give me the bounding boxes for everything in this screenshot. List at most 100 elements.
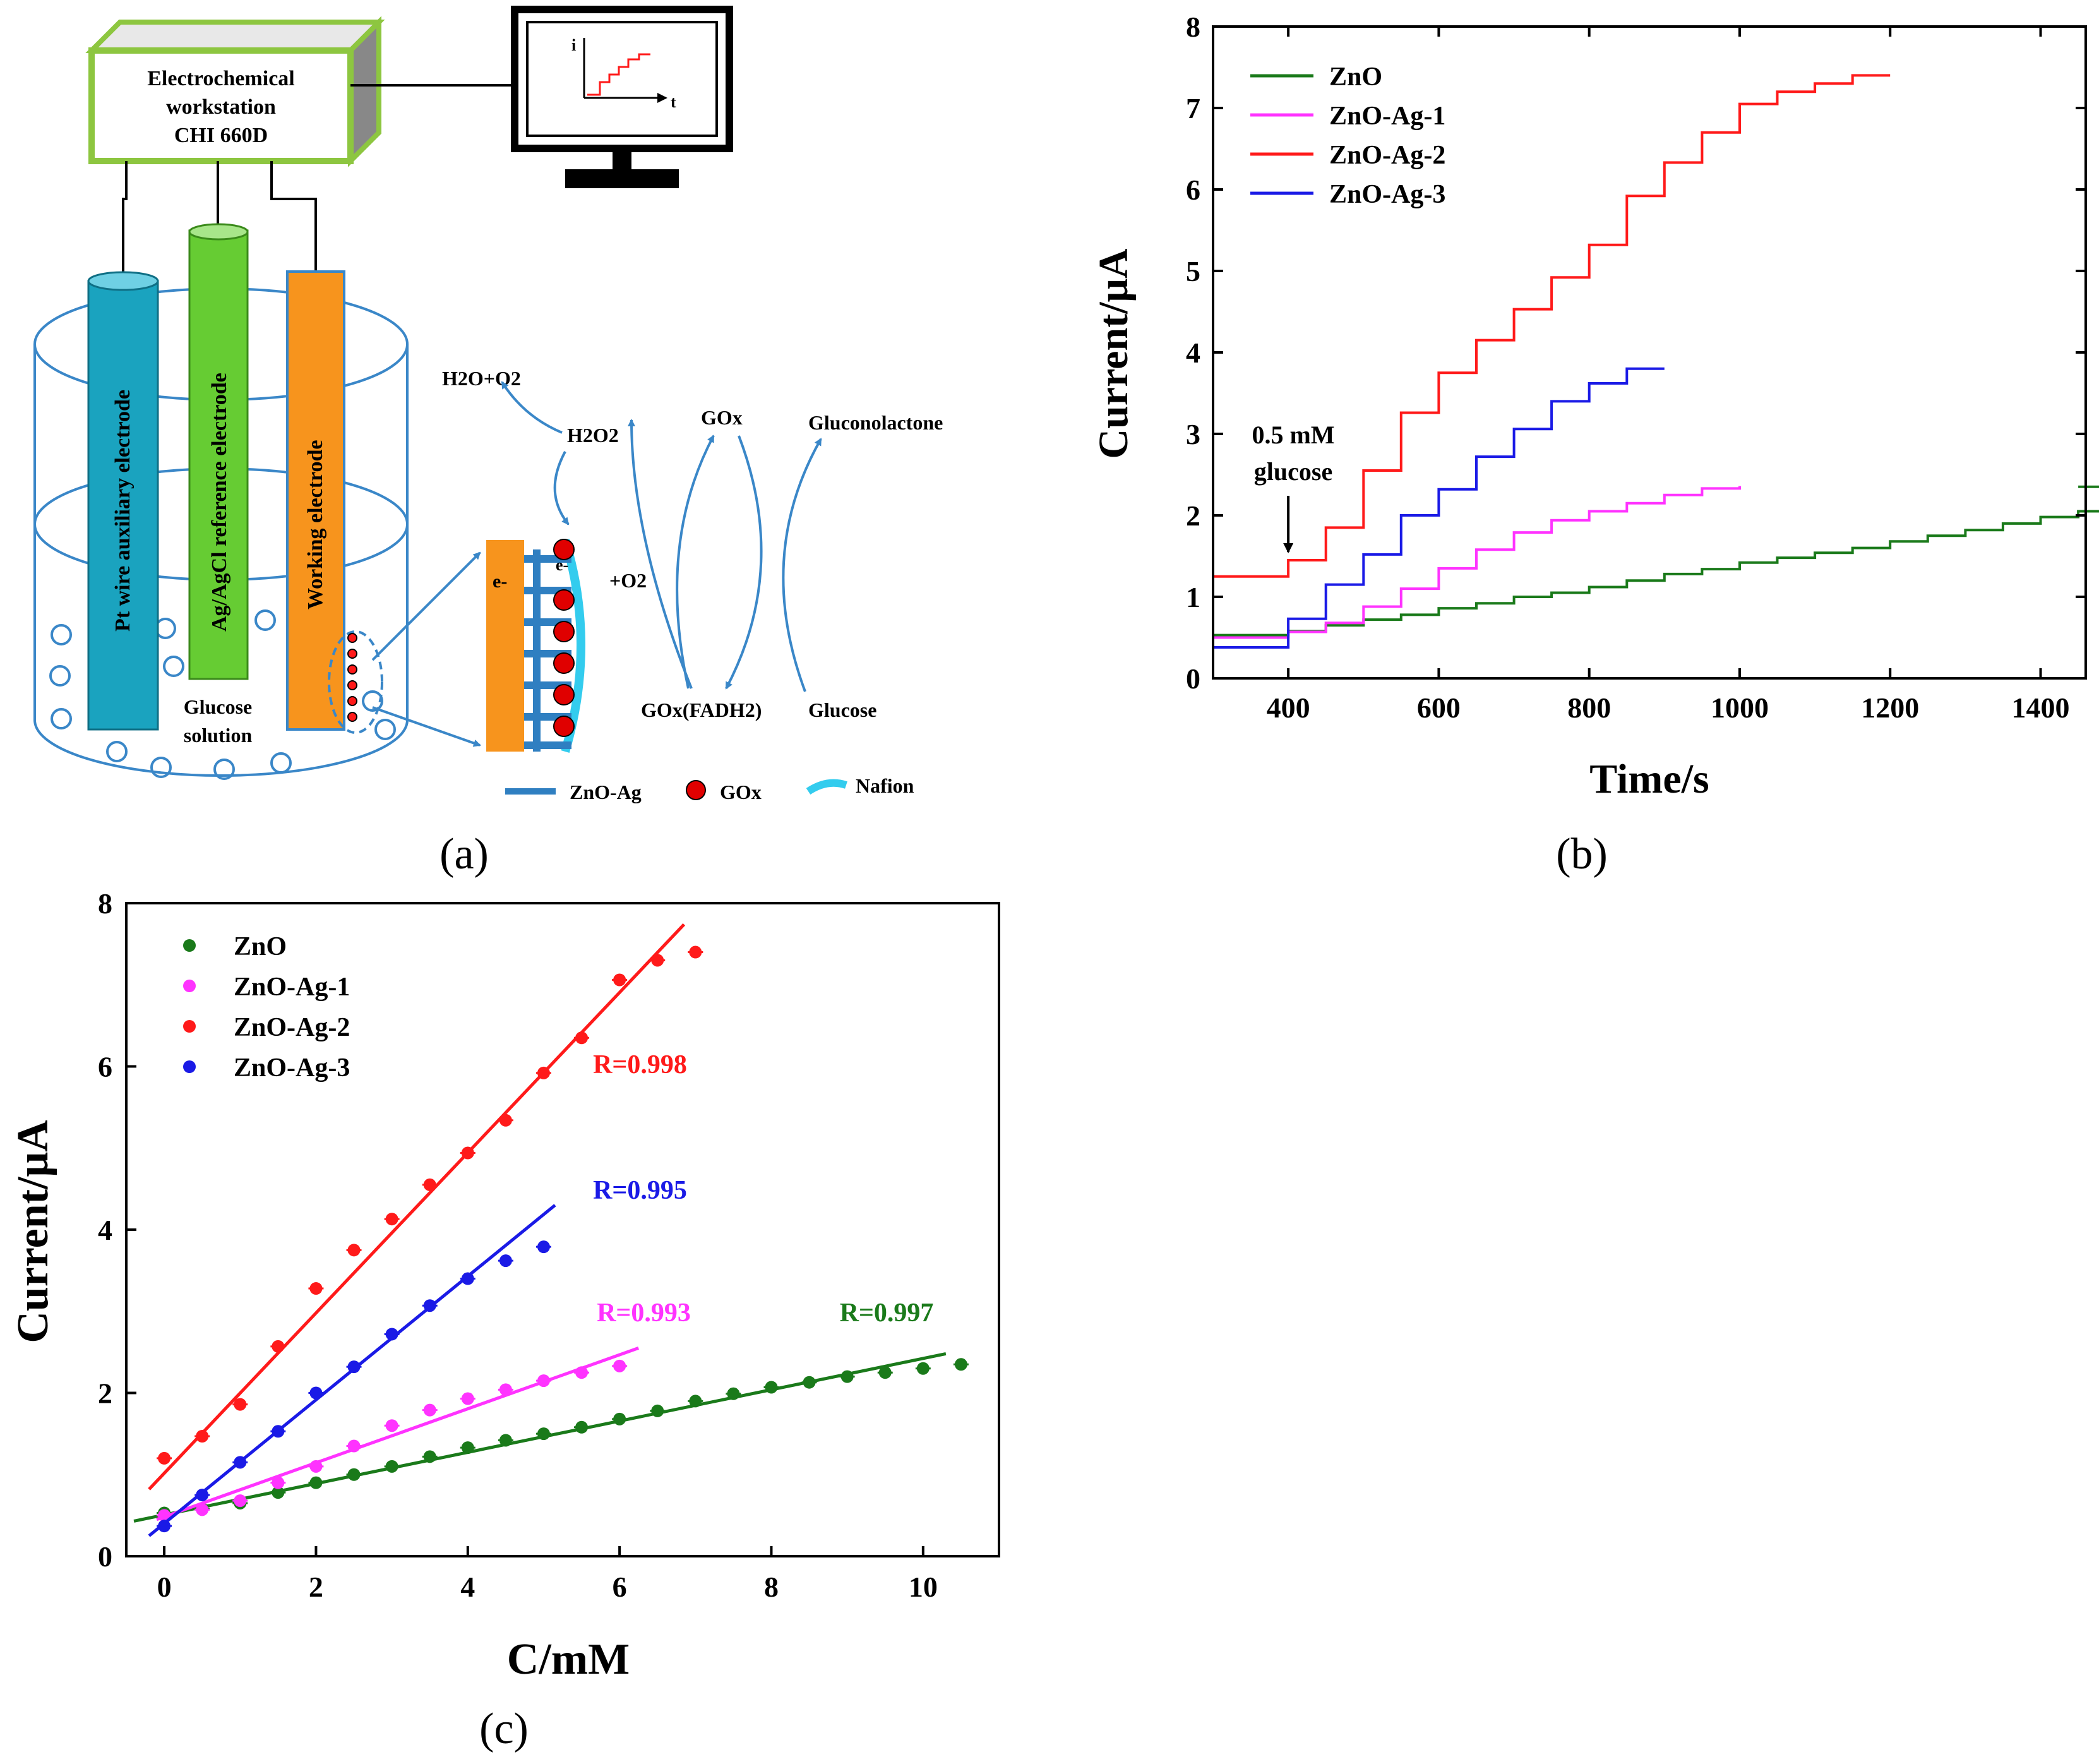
panel-c-xlabel: C/mM	[507, 1635, 630, 1684]
trace-zno-ag-1	[1213, 486, 1741, 639]
panel-b-xlabel: Time/s	[1589, 756, 1709, 802]
point-zno-ag-2	[309, 1282, 323, 1295]
r-value-zno-ag-3: R=0.995	[593, 1176, 687, 1205]
legend-label-zno-ag-3: ZnO-Ag-3	[1329, 180, 1445, 209]
point-zno	[727, 1387, 740, 1400]
panel-b-axes: 400 600 800 1000 1200 1400 0 1 2 3 4 5 6 7 8	[1186, 11, 2086, 724]
point-zno	[537, 1427, 550, 1441]
agcl-electrode: Ag/AgCl reference electrode	[188, 223, 249, 680]
panel-label-c: (c)	[479, 1705, 529, 1753]
monitor-t-label: t	[671, 93, 676, 111]
point-zno-ag-1	[537, 1374, 550, 1388]
reaction-glucose: Glucose	[808, 699, 876, 721]
reaction-h2o2: H2O2	[567, 424, 619, 447]
point-zno-ag-3	[158, 1520, 171, 1533]
panel-c-ytick-label: 6	[98, 1051, 112, 1083]
point-zno	[689, 1395, 702, 1408]
panel-b-xtick-label: 800	[1567, 692, 1611, 724]
point-zno	[765, 1381, 778, 1394]
panel-b-xtick-label: 1200	[1861, 692, 1919, 724]
panel-b-ytick-label: 4	[1186, 337, 1200, 369]
point-zno	[613, 1412, 626, 1425]
panel-c-xtick-label: 4	[460, 1571, 475, 1603]
legend-marker-zno-ag-2	[183, 1020, 196, 1033]
point-zno	[385, 1460, 398, 1473]
r-value-zno: R=0.997	[840, 1299, 934, 1328]
point-zno-ag-2	[651, 954, 664, 967]
legend-label-zno-ag-3: ZnO-Ag-3	[234, 1053, 350, 1083]
panel-b-ytick-label: 1	[1186, 581, 1200, 613]
legend-label-zno-ag-1: ZnO-Ag-1	[1329, 102, 1445, 131]
fit-line-zno-ag-2	[148, 923, 686, 1491]
reaction-scheme: H2O+O2 H2O2 GOx Gluconolactone +O2 GOx(F…	[442, 367, 943, 721]
point-zno-ag-1	[234, 1494, 247, 1508]
point-zno-ag-1	[613, 1359, 626, 1372]
panel-c-xtick-label: 6	[613, 1571, 627, 1603]
point-zno-ag-3	[423, 1299, 436, 1312]
r-value-zno-ag-1: R=0.993	[597, 1299, 691, 1328]
point-zno-ag-1	[385, 1419, 398, 1432]
trace-zno-ag-2	[1213, 74, 1891, 578]
reaction-h2o-o2: H2O+O2	[442, 367, 521, 390]
point-zno-ag-2	[423, 1178, 436, 1191]
point-zno	[575, 1420, 589, 1434]
point-zno	[423, 1450, 436, 1463]
legend-marker-zno-ag-1	[183, 980, 196, 992]
panel-b-ytick-label: 2	[1186, 500, 1200, 532]
point-zno-ag-2	[575, 1031, 589, 1045]
point-zno-ag-2	[499, 1113, 512, 1127]
point-zno	[651, 1404, 664, 1417]
panel-b-annotation: 0.5 mM glucose	[1252, 421, 1335, 554]
workstation-line2: workstation	[166, 95, 276, 119]
reaction-gox: GOx	[701, 406, 743, 429]
legend-marker-zno	[183, 939, 196, 952]
panel-c-legend: ZnO ZnO-Ag-1 ZnO-Ag-2 ZnO-Ag-3	[183, 932, 350, 1083]
reaction-gox-fadh2: GOx(FADH2)	[641, 699, 762, 721]
point-zno-ag-2	[158, 1451, 171, 1465]
panel-b-xtick-label: 1000	[1711, 692, 1769, 724]
electron-label-right: e-	[556, 556, 568, 574]
panel-c-ytick-label: 4	[98, 1214, 112, 1246]
point-zno-ag-2	[347, 1244, 361, 1257]
panel-c-xtick-label: 0	[157, 1571, 172, 1603]
point-zno-ag-2	[461, 1146, 474, 1160]
panel-b-ytick-label: 5	[1186, 255, 1200, 287]
point-zno-ag-3	[461, 1272, 474, 1285]
point-zno-ag-3	[234, 1456, 247, 1469]
point-zno-ag-3	[385, 1328, 398, 1341]
reaction-o2: +O2	[609, 569, 647, 592]
wire-pt	[122, 161, 128, 278]
point-zno-ag-1	[309, 1460, 323, 1473]
electrode-detail: e- e-	[486, 538, 585, 753]
wire-working	[270, 161, 317, 272]
point-zno	[916, 1362, 930, 1375]
annotation-line2: glucose	[1254, 457, 1332, 486]
pt-electrode: Pt wire auxiliary electrode	[87, 271, 159, 731]
panel-b-ytick-label: 8	[1186, 11, 1200, 43]
point-zno-ag-3	[196, 1489, 209, 1502]
schematic-legend: ZnO-Ag GOx Nafion	[505, 774, 914, 803]
pt-electrode-label: Pt wire auxiliary electrode	[111, 390, 135, 632]
panel-b-ytick-label: 0	[1186, 663, 1200, 695]
legend-label-zno-ag-1: ZnO-Ag-1	[234, 973, 350, 1002]
point-zno-ag-2	[272, 1340, 285, 1353]
panel-c-xtick-label: 2	[309, 1571, 323, 1603]
point-zno-ag-1	[575, 1366, 589, 1379]
point-zno-ag-1	[158, 1509, 171, 1522]
panel-c-ytick-label: 0	[98, 1540, 112, 1573]
panel-b-chart: 400 600 800 1000 1200 1400 0 1 2 3 4 5 6 7 8 Time/s Cu…	[1091, 11, 2099, 879]
panel-b-ytick-label: 3	[1186, 418, 1200, 450]
point-zno	[499, 1434, 512, 1447]
panel-b-legend: ZnO ZnO-Ag-1 ZnO-Ag-2 ZnO-Ag-3	[1250, 63, 1445, 209]
point-zno-ag-3	[309, 1386, 323, 1400]
annotation-line1: 0.5 mM	[1252, 421, 1334, 449]
point-zno-ag-1	[272, 1476, 285, 1489]
legend-label-zno-ag-2: ZnO-Ag-2	[234, 1013, 350, 1042]
panel-c-chart: R=0.997 R=0.993 R=0.998 R=0.995 0 2 4 6 8 10 0 2 4 6…	[9, 887, 1000, 1753]
trace-zno	[1213, 485, 2099, 637]
reaction-gluconolactone: Gluconolactone	[808, 411, 943, 434]
panel-b-series-group	[1213, 74, 2099, 649]
panel-c-axes: 0 2 4 6 8 10 0 2 4 6 8	[98, 887, 938, 1603]
panel-label-b: (b)	[1556, 830, 1608, 879]
